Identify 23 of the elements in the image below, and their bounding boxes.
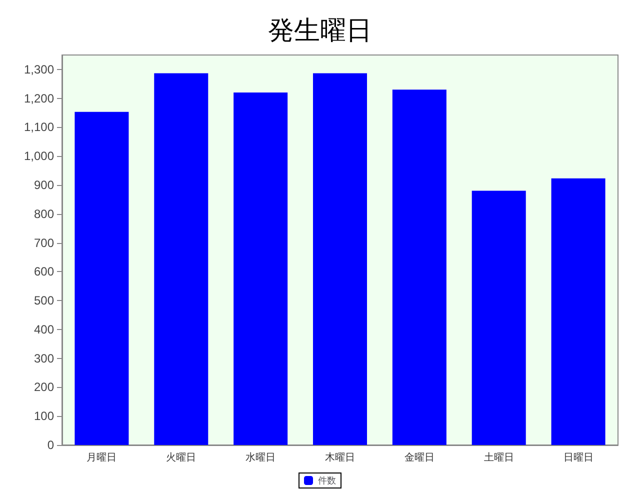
x-tick-label: 火曜日: [166, 452, 196, 464]
y-tick-label: 800: [34, 206, 54, 221]
y-tick-label: 200: [34, 380, 54, 394]
y-tick-label: 1,000: [24, 149, 54, 164]
chart-title: 発生曜日: [268, 15, 372, 45]
y-tick-label: 1,300: [24, 62, 54, 76]
y-tick-label: 900: [34, 178, 54, 192]
legend-label: 件数: [318, 476, 336, 486]
y-tick-label: 0: [47, 438, 54, 452]
x-tick-label: 土曜日: [484, 452, 514, 464]
x-tick-label: 水曜日: [246, 452, 276, 464]
y-tick-label: 500: [34, 294, 54, 308]
x-tick-label: 木曜日: [325, 452, 355, 464]
y-tick-label: 1,100: [24, 120, 54, 134]
y-tick-label: 300: [34, 351, 54, 366]
y-tick-label: 400: [34, 322, 54, 336]
y-tick-label: 700: [34, 236, 54, 250]
x-tick-label: 月曜日: [86, 452, 117, 464]
x-tick-label: 日曜日: [563, 452, 594, 464]
y-tick-label: 600: [34, 264, 54, 279]
x-tick-label: 金曜日: [404, 452, 434, 464]
y-tick-label: 100: [34, 409, 54, 424]
y-tick-label: 1,200: [24, 91, 54, 106]
